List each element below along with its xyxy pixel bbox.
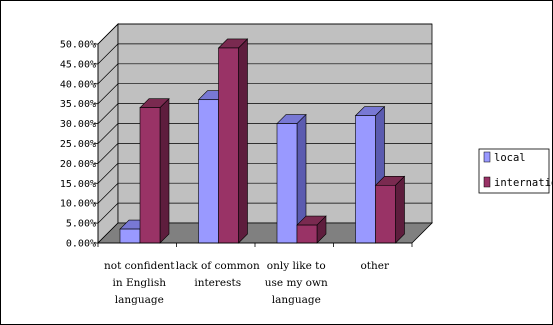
y-tick-label: 25.00% xyxy=(60,139,96,150)
bar-local-1 xyxy=(198,99,219,244)
y-tick-label: 15.00% xyxy=(60,179,96,190)
legend-swatch-international xyxy=(483,176,491,188)
bar-international-0-side xyxy=(159,97,170,244)
category-label: only like to use my own language xyxy=(265,260,328,306)
gridline-side xyxy=(97,23,119,45)
category-label: lack of common interests xyxy=(176,260,260,289)
y-tick-label: 5.00% xyxy=(66,219,96,230)
legend-swatch-local xyxy=(483,151,491,163)
y-tick-label: 10.00% xyxy=(60,199,96,210)
gridlines xyxy=(97,23,432,224)
bar-international-1-side xyxy=(238,38,248,244)
gridline-side xyxy=(97,83,119,104)
gridline-side xyxy=(97,43,119,65)
y-tick-label: 45.00% xyxy=(60,59,96,70)
legend-label-local: local xyxy=(494,152,526,164)
legend: local international xyxy=(478,148,553,194)
gridline-side xyxy=(97,143,119,164)
gridline-side xyxy=(97,202,119,224)
bar-local-3 xyxy=(355,115,376,244)
legend-box xyxy=(478,148,550,194)
y-axis: 0.00% 5.00% 10.00% 15.00% 20.00% 25.00% 30.00%… xyxy=(60,40,99,250)
bar-local-0 xyxy=(119,228,141,244)
bar-international-1 xyxy=(218,47,239,244)
category-label: not confident in English language xyxy=(104,260,175,306)
bar-international-3-side xyxy=(395,175,405,244)
bar-international-3 xyxy=(375,184,396,244)
y-tick-label: 50.00% xyxy=(60,40,96,51)
y-tick-label: 30.00% xyxy=(60,119,96,130)
y-tick-label: 20.00% xyxy=(60,159,96,170)
gridline-side xyxy=(97,103,119,124)
y-tick-label: 0.00% xyxy=(66,239,96,250)
bars xyxy=(119,38,406,244)
gridline-side xyxy=(97,123,119,144)
gridline-side xyxy=(97,163,119,184)
bar-international-2 xyxy=(296,224,318,244)
y-tick-label: 40.00% xyxy=(60,79,96,90)
gridline-side xyxy=(97,182,119,204)
y-tick-label: 35.00% xyxy=(60,99,96,110)
legend-label-international: international xyxy=(494,177,553,189)
bar-international-0 xyxy=(139,107,161,244)
gridline-side xyxy=(97,63,119,85)
category-label: other xyxy=(360,260,390,272)
bar-local-2 xyxy=(276,123,298,244)
